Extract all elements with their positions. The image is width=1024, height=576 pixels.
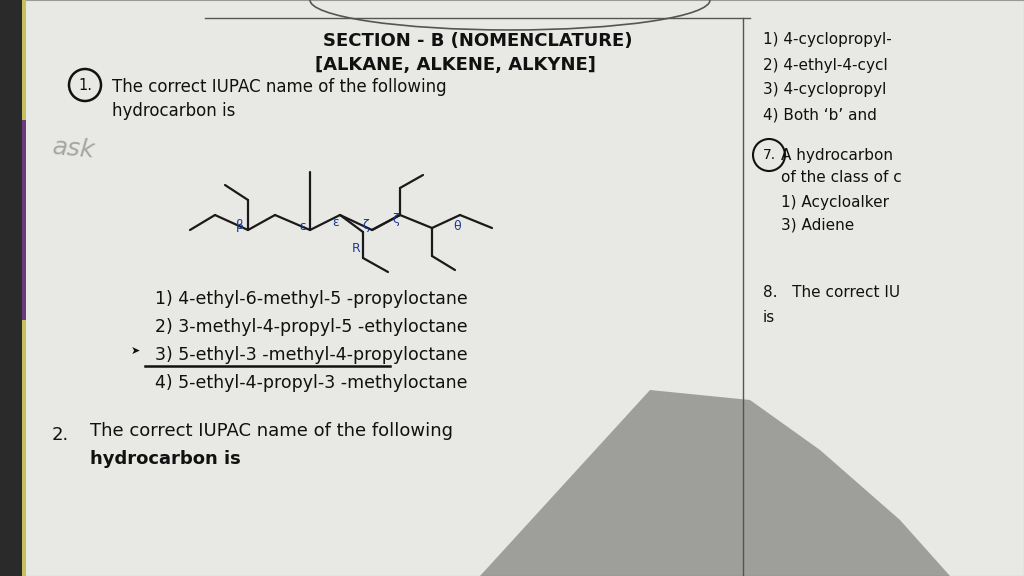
Text: 4) 5-ethyl-4-propyl-3 -methyloctane: 4) 5-ethyl-4-propyl-3 -methyloctane (155, 374, 468, 392)
Text: The correct IUPAC name of the following: The correct IUPAC name of the following (90, 422, 453, 440)
Text: 3) 4-cyclopropyl: 3) 4-cyclopropyl (763, 82, 887, 97)
Text: 1) Acycloalker: 1) Acycloalker (781, 195, 889, 210)
Text: β: β (236, 218, 244, 232)
Text: ➤: ➤ (131, 346, 140, 356)
Text: SECTION - B (NOMENCLATURE): SECTION - B (NOMENCLATURE) (324, 32, 633, 50)
Text: 1) 4-ethyl-6-methyl-5 -propyloctane: 1) 4-ethyl-6-methyl-5 -propyloctane (155, 290, 468, 308)
Text: ζ: ζ (362, 219, 370, 233)
Text: hydrocarbon is: hydrocarbon is (112, 102, 236, 120)
Text: 3) 5-ethyl-3 -methyl-4-propyloctane: 3) 5-ethyl-3 -methyl-4-propyloctane (155, 346, 468, 364)
Bar (18, 0, 26, 576)
Bar (0, 0, 22, 576)
Text: ζ: ζ (392, 214, 399, 226)
Text: A hydrocarbon: A hydrocarbon (781, 148, 893, 163)
Text: is: is (763, 310, 775, 325)
Text: 7.: 7. (763, 148, 775, 162)
Text: of the class of c: of the class of c (781, 170, 902, 185)
Text: 1.: 1. (78, 78, 92, 93)
Text: ε: ε (300, 219, 306, 233)
Text: 3) Adiene: 3) Adiene (781, 218, 854, 233)
Text: θ: θ (454, 219, 461, 233)
Bar (18, 120, 26, 320)
Text: 2) 4-ethyl-4-cycl: 2) 4-ethyl-4-cycl (763, 58, 888, 73)
Text: ask: ask (52, 135, 97, 162)
Text: 2.: 2. (52, 426, 70, 444)
Text: 4) Both ‘b’ and: 4) Both ‘b’ and (763, 108, 877, 123)
Text: 2) 3-methyl-4-propyl-5 -ethyloctane: 2) 3-methyl-4-propyl-5 -ethyloctane (155, 318, 468, 336)
Polygon shape (480, 390, 950, 576)
Text: 8.   The correct IU: 8. The correct IU (763, 285, 900, 300)
Text: ε: ε (333, 215, 339, 229)
Text: [ALKANE, ALKENE, ALKYNE]: [ALKANE, ALKENE, ALKYNE] (314, 56, 595, 74)
Text: hydrocarbon is: hydrocarbon is (90, 450, 241, 468)
Text: The correct IUPAC name of the following: The correct IUPAC name of the following (112, 78, 446, 96)
Text: R: R (351, 241, 360, 255)
Text: 1) 4-cyclopropyl-: 1) 4-cyclopropyl- (763, 32, 892, 47)
